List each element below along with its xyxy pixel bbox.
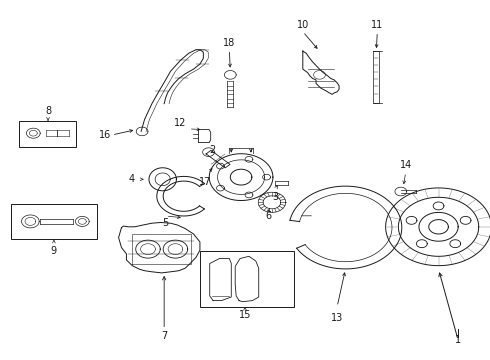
Text: 15: 15 bbox=[239, 310, 251, 320]
Bar bbox=[11, 204, 97, 239]
Bar bbox=[19, 121, 76, 147]
Bar bbox=[200, 251, 294, 307]
Text: 13: 13 bbox=[331, 313, 343, 323]
Text: 4: 4 bbox=[128, 174, 134, 184]
Text: 9: 9 bbox=[51, 246, 57, 256]
Text: 3: 3 bbox=[272, 192, 278, 202]
Text: 10: 10 bbox=[297, 19, 309, 30]
Text: 12: 12 bbox=[174, 118, 187, 128]
Text: 14: 14 bbox=[400, 160, 412, 170]
Text: 6: 6 bbox=[266, 211, 271, 221]
Text: 16: 16 bbox=[99, 130, 111, 140]
Text: 2: 2 bbox=[210, 145, 216, 155]
Text: 17: 17 bbox=[198, 177, 211, 187]
Text: 8: 8 bbox=[45, 106, 51, 116]
Text: 1: 1 bbox=[455, 335, 461, 345]
Text: 7: 7 bbox=[161, 330, 167, 341]
Text: 5: 5 bbox=[163, 218, 169, 228]
Text: 11: 11 bbox=[371, 19, 384, 30]
Text: 18: 18 bbox=[223, 37, 236, 48]
